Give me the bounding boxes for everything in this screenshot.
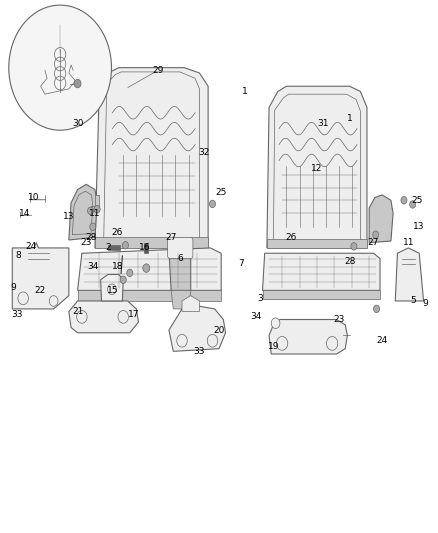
Text: 9: 9 [11,283,17,292]
Text: 23: 23 [333,315,344,324]
Text: 24: 24 [25,242,37,251]
Circle shape [326,336,338,350]
Circle shape [209,200,215,208]
Text: 3: 3 [258,294,263,303]
Text: 22: 22 [34,286,45,295]
Text: 1: 1 [347,114,353,123]
Text: 24: 24 [377,336,388,345]
Polygon shape [104,72,199,243]
Text: 13: 13 [413,222,425,231]
Text: 17: 17 [128,310,140,319]
Polygon shape [169,243,191,290]
Circle shape [77,311,87,323]
Text: 27: 27 [166,233,177,242]
Polygon shape [95,237,208,248]
Text: 6: 6 [177,254,183,263]
Text: 25: 25 [215,188,227,197]
Text: 34: 34 [250,312,261,321]
Circle shape [122,241,128,249]
Circle shape [127,269,133,277]
Polygon shape [269,319,347,354]
Polygon shape [12,243,69,309]
Text: 11: 11 [403,238,414,247]
Polygon shape [262,253,380,290]
Circle shape [120,276,126,284]
Text: 34: 34 [87,262,99,271]
Text: 8: 8 [15,252,21,261]
Text: 19: 19 [268,342,279,351]
Text: 20: 20 [213,326,225,335]
Polygon shape [267,239,367,248]
Circle shape [276,336,288,350]
Circle shape [351,243,357,250]
Polygon shape [182,296,199,312]
Polygon shape [171,290,191,309]
Circle shape [18,292,28,305]
Circle shape [177,334,187,347]
Polygon shape [91,195,99,211]
Circle shape [143,264,150,272]
Text: 16: 16 [139,244,151,253]
Circle shape [118,311,128,323]
Circle shape [90,223,96,230]
Text: 26: 26 [111,228,122,237]
Text: 31: 31 [318,119,329,128]
Text: 21: 21 [72,307,83,316]
Polygon shape [78,290,221,301]
Polygon shape [395,248,424,301]
Text: 32: 32 [198,148,209,157]
Text: 5: 5 [410,296,416,305]
Polygon shape [101,274,123,301]
Text: 33: 33 [11,310,22,319]
Polygon shape [144,243,148,253]
Polygon shape [267,86,367,248]
Text: 18: 18 [112,262,124,271]
Circle shape [271,318,280,328]
Circle shape [88,207,94,215]
Text: 30: 30 [72,119,83,128]
Circle shape [94,206,100,213]
Text: 29: 29 [152,66,164,75]
Text: 28: 28 [344,257,355,265]
Polygon shape [69,301,138,333]
Text: 23: 23 [81,238,92,247]
Circle shape [9,5,112,130]
Text: 11: 11 [89,209,101,218]
Circle shape [108,284,116,295]
Text: 14: 14 [19,209,30,218]
Polygon shape [369,195,393,243]
Circle shape [373,231,379,238]
Text: 25: 25 [411,196,423,205]
Circle shape [401,197,407,204]
Text: 26: 26 [285,233,297,242]
Text: 12: 12 [311,164,323,173]
Text: 9: 9 [423,299,429,308]
Circle shape [74,79,81,88]
Polygon shape [95,68,208,248]
Text: 10: 10 [28,193,40,202]
Text: 13: 13 [63,212,74,221]
Circle shape [207,334,218,347]
Circle shape [374,305,380,313]
Polygon shape [108,245,120,249]
Text: 28: 28 [85,233,96,242]
Polygon shape [262,290,380,300]
Text: 27: 27 [368,238,379,247]
Text: 2: 2 [105,244,111,253]
Circle shape [410,201,416,208]
Polygon shape [169,306,226,351]
FancyBboxPatch shape [168,237,193,259]
Text: 7: 7 [238,260,244,268]
Polygon shape [45,86,73,94]
Polygon shape [69,184,97,240]
Polygon shape [47,70,62,84]
Polygon shape [273,94,360,243]
Text: 1: 1 [242,87,248,96]
Circle shape [49,296,58,306]
Text: 33: 33 [194,347,205,356]
Polygon shape [78,248,221,290]
Text: 15: 15 [106,286,118,295]
